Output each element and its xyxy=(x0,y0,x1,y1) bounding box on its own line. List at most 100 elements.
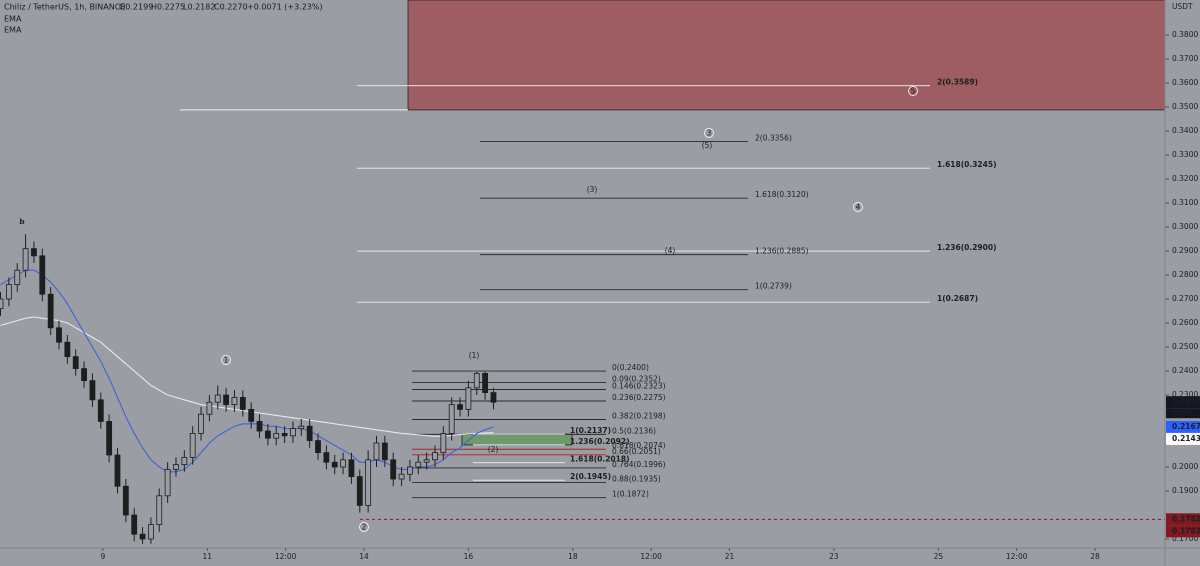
price-badge xyxy=(1166,396,1200,409)
fib-label: 1.618(0.3120) xyxy=(755,190,809,199)
price-badge xyxy=(1166,432,1200,445)
candle-body xyxy=(5,284,12,300)
price-badge-label: 0.2143 xyxy=(1172,434,1200,443)
candle-body xyxy=(148,524,154,540)
price-badge-label: 0.2270 xyxy=(1172,397,1200,406)
candle-body xyxy=(365,459,372,506)
wave-label: 2 xyxy=(362,523,367,532)
candle-body xyxy=(156,495,163,526)
candle-body xyxy=(231,397,238,406)
y-tick-label: 0.3200 xyxy=(1172,174,1198,183)
plot-layer: 2(0.3589) 1.618(0.3245) 1.236(0.2900) 1(0.2… xyxy=(0,0,1166,544)
candle-body xyxy=(490,392,497,403)
candle-body xyxy=(64,341,71,358)
y-tick-label: 0.3600 xyxy=(1172,78,1198,87)
candle-body xyxy=(89,380,96,401)
candle-body xyxy=(281,433,288,437)
fib-label: 0.88(0.1935) xyxy=(612,475,661,484)
candle-body xyxy=(173,464,179,470)
fib-label: 0(0.2400) xyxy=(612,363,649,372)
candle-body xyxy=(139,533,146,540)
ohlc-change: +0.0071 (+3.23%) xyxy=(247,3,323,12)
y-tick-label: 0.1700 xyxy=(1172,534,1198,543)
fib-label: 2(0.1945) xyxy=(570,472,611,481)
candle-body xyxy=(0,298,4,310)
y-tick-label: 0.2000 xyxy=(1172,462,1198,471)
candle-body xyxy=(131,514,138,535)
fib-label: 1(0.1872) xyxy=(612,490,649,499)
x-tick-label: 12:00 xyxy=(275,552,297,561)
candle-body xyxy=(381,442,388,461)
candle-body xyxy=(373,442,380,461)
y-tick-label: 0.1900 xyxy=(1172,486,1198,495)
fib-label: 0.618(0.2074) xyxy=(612,441,666,450)
candle-body xyxy=(106,421,113,456)
fib-label: 1(0.2687) xyxy=(937,294,978,303)
y-tick-label: 0.3500 xyxy=(1172,102,1198,111)
resistance-zone xyxy=(407,0,1166,111)
candle-body xyxy=(432,452,438,461)
candle-body xyxy=(415,461,422,468)
x-tick-label: 21 xyxy=(725,552,735,561)
wave-label: 4 xyxy=(856,203,861,212)
candle-body xyxy=(290,428,296,437)
candle-body xyxy=(340,459,346,468)
fib-label: 0.764(0.1996) xyxy=(612,460,666,469)
candle-body xyxy=(482,373,489,394)
candle-body xyxy=(315,440,321,454)
candle-body xyxy=(114,454,121,487)
x-tick-label: 12:00 xyxy=(1006,552,1028,561)
price-badge-label: 0.1782 xyxy=(1172,514,1200,523)
fib-label: 1(0.2137) xyxy=(570,426,611,435)
candle-body xyxy=(423,459,430,463)
candle-body xyxy=(407,466,413,475)
ohlc-open: O0.2199 xyxy=(119,3,153,12)
fib-label: 1.618(0.3245) xyxy=(937,160,997,169)
fib-label: 1.236(0.2092) xyxy=(570,437,630,446)
price-badge xyxy=(1166,420,1200,433)
candle-body xyxy=(264,430,271,439)
wave-label: (5) xyxy=(702,141,713,150)
y-tick-label: 0.3800 xyxy=(1172,30,1198,39)
y-tick-label: 0.2300 xyxy=(1172,390,1198,399)
fib-label: 1.236(0.2885) xyxy=(755,247,809,256)
x-tick-label: 12:00 xyxy=(640,552,662,561)
candle-body xyxy=(72,356,79,370)
candle-body xyxy=(331,461,338,468)
ohlc-close: C0.2270 xyxy=(214,3,248,12)
price-badge-label: 0.1782 xyxy=(1172,526,1200,535)
candle-body xyxy=(206,401,213,415)
y-tick-label: 0.2900 xyxy=(1172,246,1198,255)
candle-body xyxy=(31,248,37,257)
price-badge xyxy=(1166,525,1200,538)
wave-label: 5 xyxy=(911,87,916,96)
wave-circle xyxy=(704,128,714,138)
y-tick-label: 0.3400 xyxy=(1172,126,1198,135)
y-tick-label: 0.2600 xyxy=(1172,318,1198,327)
wave-label: (3) xyxy=(587,185,598,194)
x-tick-label: 28 xyxy=(1090,552,1100,561)
y-tick-label: 0.2400 xyxy=(1172,366,1198,375)
candle-body xyxy=(189,433,196,458)
candle-body xyxy=(457,404,463,410)
ema-line xyxy=(0,316,494,437)
candle-body xyxy=(390,459,397,480)
candle-body xyxy=(56,327,62,343)
candle-body xyxy=(448,404,455,434)
x-tick-label: 16 xyxy=(464,552,474,561)
fib-label: 2(0.3589) xyxy=(937,78,978,87)
wave-circle xyxy=(359,522,369,532)
ohlc-low: L0.2182 xyxy=(183,3,215,12)
candle-body xyxy=(14,269,21,286)
wave-label: (4) xyxy=(665,246,676,255)
candle-body xyxy=(323,452,330,463)
y-tick-label: 0.2500 xyxy=(1172,342,1198,351)
fib-label: 1(0.2739) xyxy=(755,282,792,291)
x-tick-label: 18 xyxy=(568,552,578,561)
countdown-badge xyxy=(1166,408,1200,419)
candle-body xyxy=(356,476,363,506)
candle-body xyxy=(239,397,246,410)
y-tick-label: 0.3300 xyxy=(1172,150,1198,159)
